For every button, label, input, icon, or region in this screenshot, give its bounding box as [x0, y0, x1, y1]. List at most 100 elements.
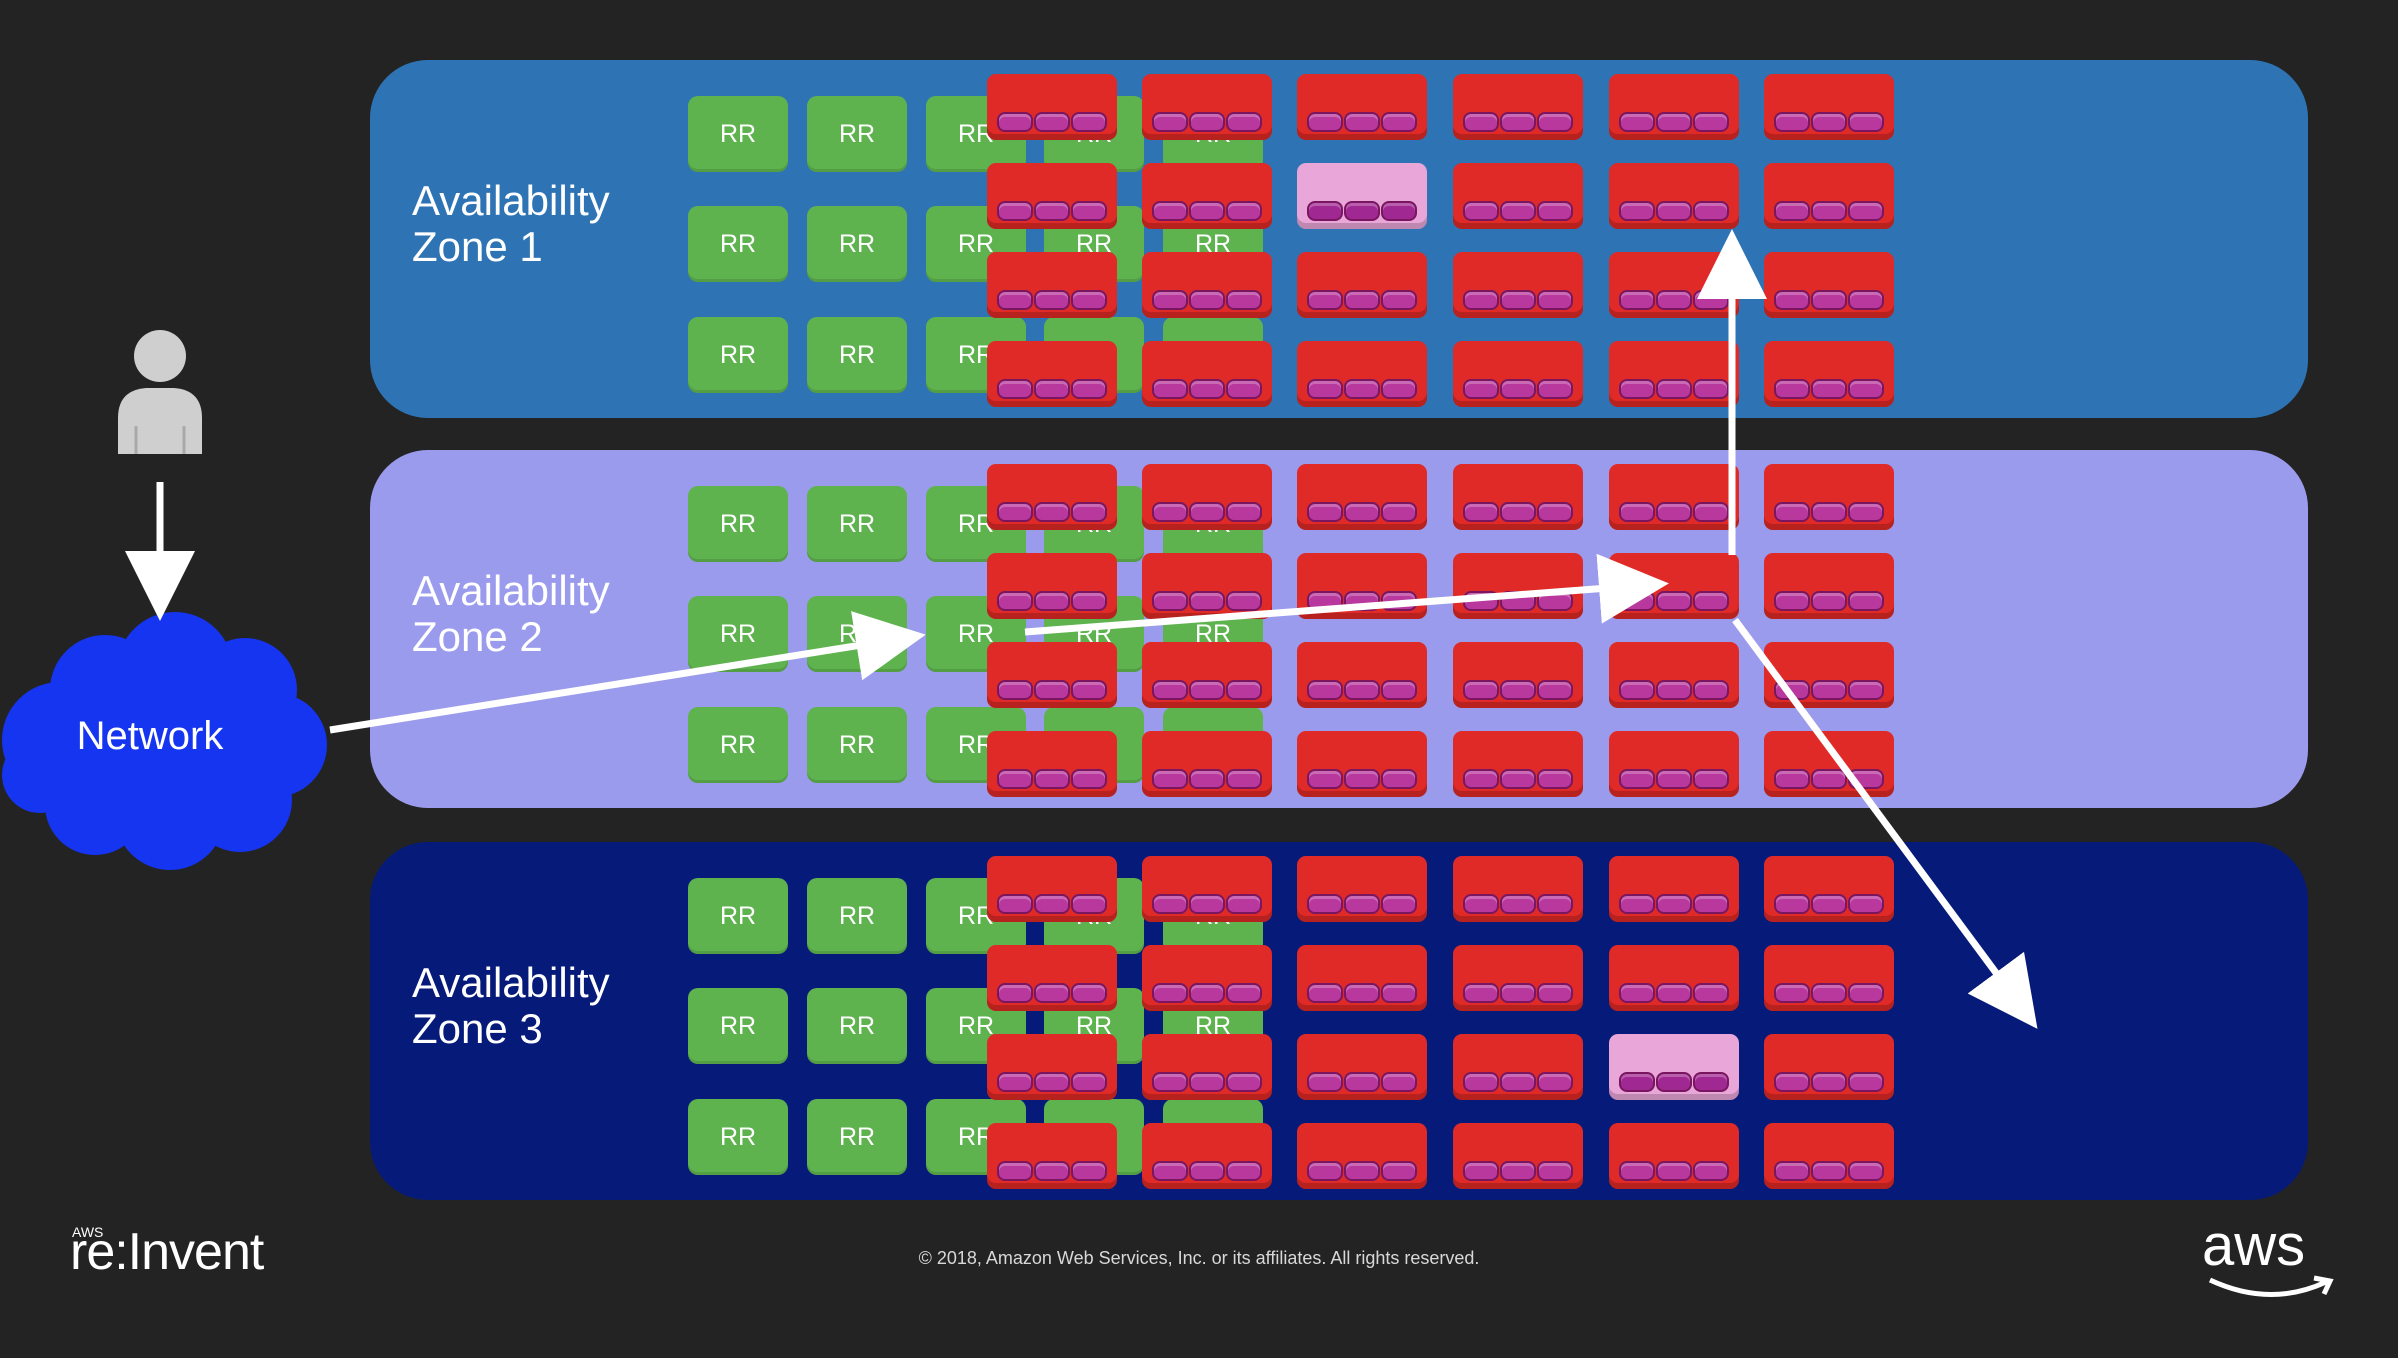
disk-icon [1228, 1163, 1260, 1179]
disk-icon [1036, 381, 1068, 397]
disk-icon [1813, 114, 1845, 130]
disk-icon [1658, 682, 1690, 698]
disk-icon [1383, 896, 1415, 912]
disk-icon [1850, 203, 1882, 219]
disk-icon [1621, 381, 1653, 397]
disk-icon [1502, 771, 1534, 787]
disk-icon [1695, 203, 1727, 219]
storage-host [987, 856, 1117, 922]
storage-host [1453, 642, 1583, 708]
disk-icon [1036, 682, 1068, 698]
disk-icon [1621, 504, 1653, 520]
disk-icon [1036, 114, 1068, 130]
disk-icon [1658, 381, 1690, 397]
disk-icon [1539, 771, 1571, 787]
storage-host [1764, 945, 1894, 1011]
rr-box: RR [807, 878, 907, 954]
disk-icon [1154, 292, 1186, 308]
disk-icon [1036, 1163, 1068, 1179]
disk-icon [1776, 593, 1808, 609]
zone-label: Availability Zone 2 [412, 568, 642, 660]
disk-icon [1228, 985, 1260, 1001]
reinvent-aws-small: AWS [72, 1224, 104, 1240]
storage-host [1142, 163, 1272, 229]
disk-icon [1191, 203, 1223, 219]
disk-icon [1539, 985, 1571, 1001]
disk-icon [1309, 504, 1341, 520]
storage-host [1453, 731, 1583, 797]
disk-icon [1346, 896, 1378, 912]
storage-host [987, 1034, 1117, 1100]
zone-label-line1: Availability [412, 959, 610, 1006]
disk-icon [1539, 114, 1571, 130]
disk-icon [1621, 203, 1653, 219]
disk-icon [999, 771, 1031, 787]
disk-icon [1813, 292, 1845, 308]
disk-icon [1539, 504, 1571, 520]
disk-icon [1621, 771, 1653, 787]
disk-icon [1346, 985, 1378, 1001]
disk-icon [1465, 1163, 1497, 1179]
disk-icon [1776, 896, 1808, 912]
disk-icon [1850, 504, 1882, 520]
rr-box: RR [688, 988, 788, 1064]
storage-host [1764, 856, 1894, 922]
storage-host [987, 341, 1117, 407]
disk-icon [1813, 682, 1845, 698]
disk-icon [1073, 985, 1105, 1001]
storage-host [1142, 553, 1272, 619]
disk-icon [1383, 504, 1415, 520]
disk-icon [1502, 682, 1534, 698]
storage-host [1297, 464, 1427, 530]
rr-box: RR [807, 206, 907, 282]
disk-icon [1850, 1163, 1882, 1179]
storage-host [987, 945, 1117, 1011]
disk-icon [1695, 1074, 1727, 1090]
disk-icon [1154, 203, 1186, 219]
disk-icon [1502, 381, 1534, 397]
storage-host [1297, 74, 1427, 140]
zone-label: Availability Zone 1 [412, 178, 642, 270]
disk-icon [1776, 203, 1808, 219]
disk-icon [999, 114, 1031, 130]
disk-icon [1383, 1163, 1415, 1179]
disk-icon [1621, 985, 1653, 1001]
disk-icon [1309, 114, 1341, 130]
disk-icon [1383, 292, 1415, 308]
storage-host [1297, 252, 1427, 318]
disk-icon [1383, 114, 1415, 130]
disk-icon [1309, 1163, 1341, 1179]
disk-icon [1228, 682, 1260, 698]
aws-smile-icon [2208, 1275, 2334, 1297]
rr-box: RR [807, 486, 907, 562]
storage-host [1142, 74, 1272, 140]
disk-icon [1073, 771, 1105, 787]
disk-icon [1383, 381, 1415, 397]
disk-icon [1621, 1074, 1653, 1090]
disk-icon [1695, 1163, 1727, 1179]
disk-icon [1228, 203, 1260, 219]
disk-icon [1346, 771, 1378, 787]
disk-icon [1502, 1163, 1534, 1179]
disk-icon [1309, 203, 1341, 219]
disk-icon [999, 682, 1031, 698]
storage-host [1764, 252, 1894, 318]
disk-icon [1036, 896, 1068, 912]
rr-box: RR [688, 1099, 788, 1175]
disk-icon [1502, 114, 1534, 130]
disk-icon [1383, 771, 1415, 787]
storage-host [1764, 464, 1894, 530]
disk-icon [1695, 985, 1727, 1001]
disk-icon [1309, 292, 1341, 308]
disk-icon [1191, 593, 1223, 609]
storage-host-highlighted [1609, 1034, 1739, 1100]
storage-host [987, 74, 1117, 140]
disk-icon [1465, 504, 1497, 520]
storage-host [1453, 856, 1583, 922]
storage-host [1764, 163, 1894, 229]
storage-host [1453, 1123, 1583, 1189]
disk-icon [1813, 381, 1845, 397]
disk-icon [1658, 985, 1690, 1001]
storage-host [1297, 731, 1427, 797]
storage-host [987, 163, 1117, 229]
